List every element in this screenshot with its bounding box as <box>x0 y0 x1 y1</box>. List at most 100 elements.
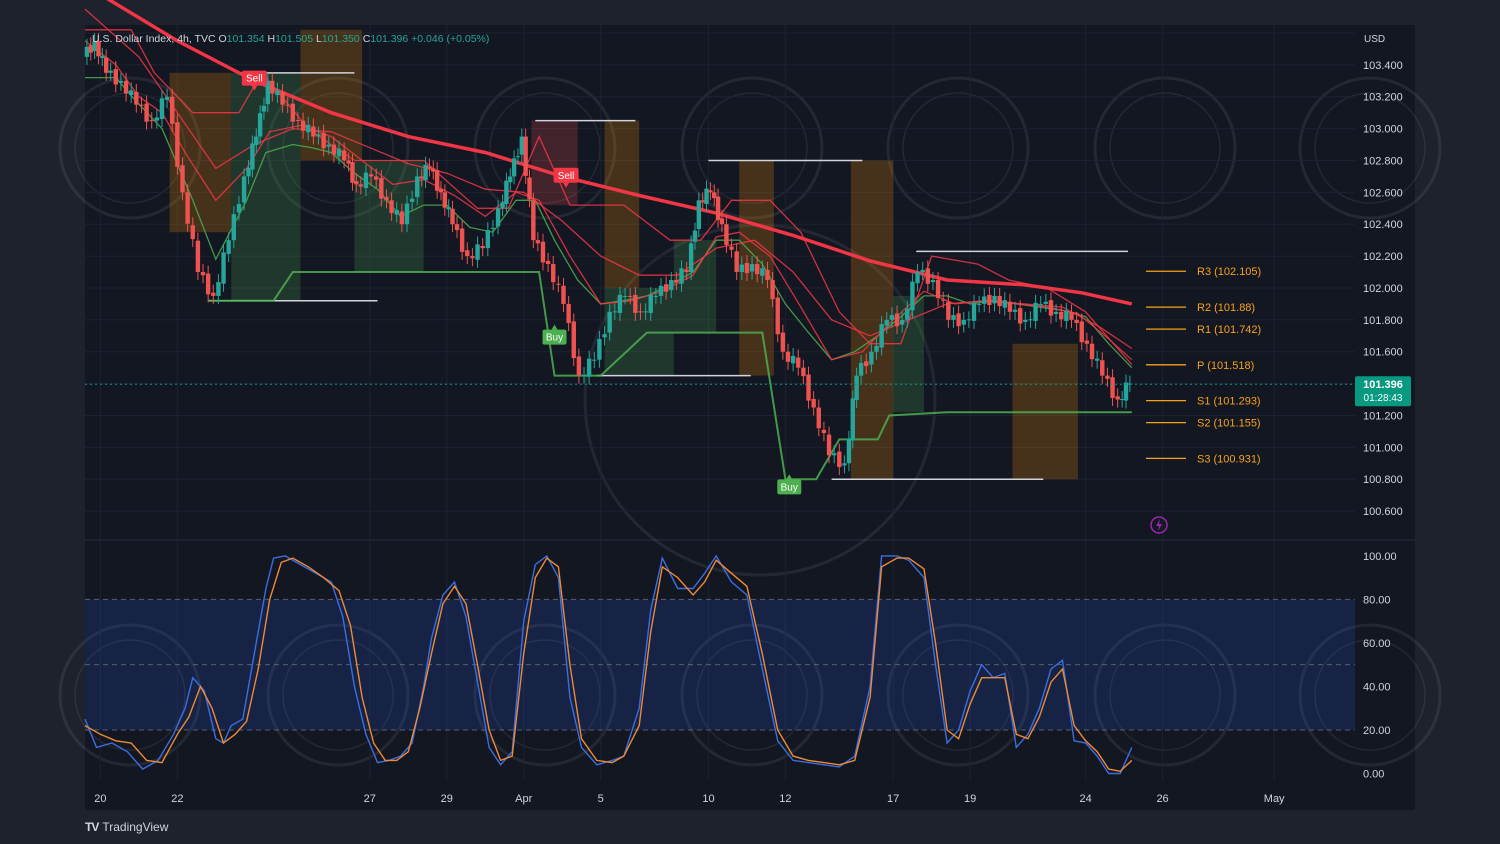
candle-body <box>195 240 201 273</box>
legend-part: H <box>268 33 276 45</box>
watermark-emblem <box>1298 623 1442 767</box>
candle-body <box>144 103 149 122</box>
candle-body <box>864 361 869 367</box>
candle-body <box>170 96 175 124</box>
candle-body <box>607 311 612 333</box>
candle-body <box>821 429 827 433</box>
watermark-emblem <box>886 76 1030 220</box>
candle-body <box>250 143 255 170</box>
candle-body <box>889 315 895 320</box>
candle-body <box>1033 302 1038 321</box>
buy-signal[interactable]: Buy <box>777 474 802 495</box>
time-tick-label: 20 <box>94 793 106 805</box>
time-tick-label: 22 <box>171 793 183 805</box>
time-tick-label: 29 <box>441 793 453 805</box>
candle-body <box>734 251 739 273</box>
watermark-ring <box>1109 639 1221 751</box>
candle-body <box>622 295 628 297</box>
watermark-ring <box>696 92 808 204</box>
candle-body <box>103 57 109 73</box>
candle-body <box>724 224 729 245</box>
candle-body <box>1012 309 1018 312</box>
candle-body <box>409 198 415 202</box>
candle-body <box>679 268 684 284</box>
candle-body <box>831 453 837 456</box>
candle-body <box>1115 396 1120 400</box>
candle-body <box>910 281 915 311</box>
pivot-label: S1 (101.293) <box>1197 396 1261 408</box>
candle-body <box>368 174 374 177</box>
candle-body <box>280 91 285 105</box>
symbol-legend[interactable]: U.S. Dollar Index, 4h, TVC O101.354 H101… <box>92 33 489 45</box>
candle-body <box>175 122 180 167</box>
watermark-emblem <box>1298 76 1442 220</box>
candle-body <box>700 200 705 203</box>
candle-body <box>221 252 226 284</box>
candle-body <box>511 158 517 177</box>
candle-body <box>739 264 745 273</box>
price-tick-label: 103.200 <box>1363 92 1403 104</box>
lightning-icon[interactable] <box>1150 516 1168 534</box>
buy-signal[interactable]: Buy <box>542 324 567 345</box>
candle-body <box>842 463 847 466</box>
candle-body <box>450 208 455 225</box>
candle-body <box>581 375 587 377</box>
tradingview-logo-icon: TV <box>85 820 99 834</box>
candle-body <box>531 200 536 241</box>
candle-body <box>423 164 428 181</box>
zone-box <box>531 120 578 206</box>
legend-part: C <box>363 33 371 45</box>
signal-label: Sell <box>246 74 263 85</box>
signal-label: Buy <box>546 333 563 344</box>
candle-body <box>415 176 420 198</box>
price-tick-label: 102.400 <box>1363 219 1403 231</box>
candle-body <box>992 295 997 304</box>
pivot-label: R3 (102.105) <box>1197 266 1261 278</box>
candle-body <box>586 358 592 377</box>
sell-signal[interactable]: Sell <box>241 70 267 91</box>
pivot-label: P (101.518) <box>1197 360 1254 372</box>
candle-body <box>684 269 689 273</box>
candle-body <box>358 184 364 187</box>
candle-body <box>190 225 195 240</box>
watermark-ring <box>489 92 601 204</box>
candle-body <box>708 190 713 193</box>
candle-body <box>419 176 424 179</box>
watermark-emblem <box>473 623 617 767</box>
time-tick-label: 12 <box>779 793 791 805</box>
signal-badge <box>553 167 579 183</box>
candle-body <box>976 303 982 305</box>
candle-body <box>987 294 992 305</box>
candle-body <box>811 399 816 408</box>
watermark-emblem <box>680 76 824 220</box>
sell-signal[interactable]: Sell <box>553 167 579 188</box>
candle-body <box>438 189 444 193</box>
candle-body <box>331 144 337 155</box>
candle-body <box>180 165 185 193</box>
candle-body <box>336 148 342 157</box>
time-tick-label: 19 <box>964 793 976 805</box>
candle-body <box>350 162 355 183</box>
stoch-tick-label: 60.00 <box>1363 638 1391 650</box>
candle-body <box>379 178 384 199</box>
candle-body <box>88 45 93 53</box>
candle-body <box>306 124 311 133</box>
tradingview-logo[interactable]: TV TradingView <box>85 820 168 834</box>
candle-body <box>100 55 105 58</box>
range-levels <box>208 72 1128 480</box>
time-tick-label: 26 <box>1156 793 1168 805</box>
candle-body <box>879 324 884 348</box>
candle-body <box>715 196 721 220</box>
candle-body <box>961 319 966 325</box>
candle-body <box>755 264 760 275</box>
watermark-emblem <box>58 623 202 767</box>
watermark-emblem <box>1093 623 1237 767</box>
candle-body <box>399 211 405 225</box>
candle-body <box>946 301 951 320</box>
candle-body <box>1094 358 1100 361</box>
price-tick-label: 100.600 <box>1363 506 1403 518</box>
candle-body <box>638 311 643 313</box>
candle-body <box>551 264 556 283</box>
last-price-badge: 101.396 01:28:43 <box>1355 376 1411 407</box>
